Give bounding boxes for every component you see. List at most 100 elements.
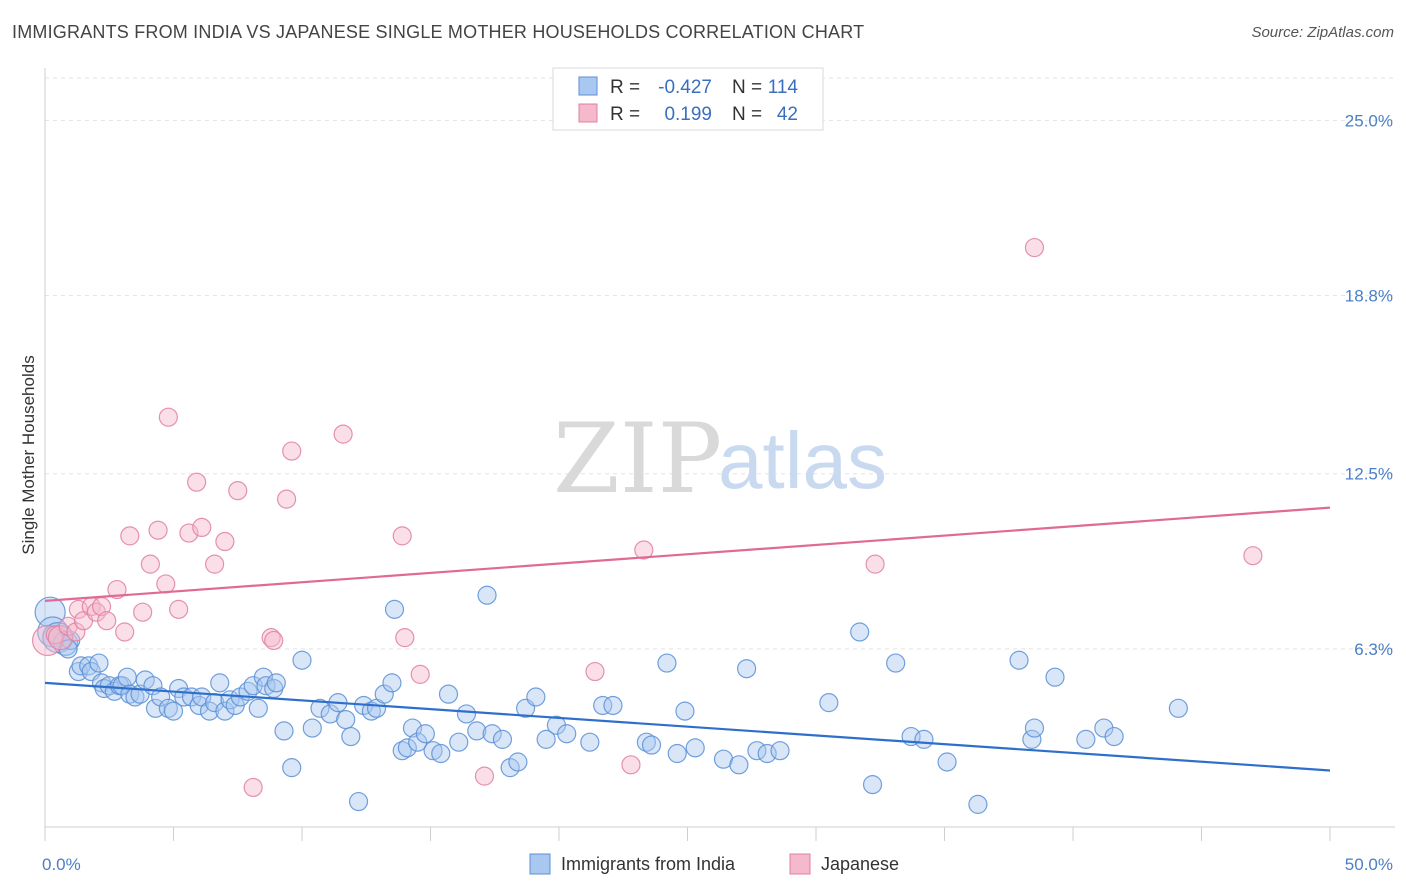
japanese-point bbox=[120, 526, 140, 546]
india-point bbox=[968, 794, 988, 814]
legend-box bbox=[552, 67, 824, 131]
grid-lines bbox=[45, 77, 1395, 650]
india-point bbox=[336, 709, 356, 730]
japanese-point bbox=[158, 407, 178, 427]
india-point bbox=[685, 738, 705, 758]
india-point bbox=[482, 724, 502, 744]
x-tick-labels: 0.0% 50.0% bbox=[42, 855, 1393, 874]
india-point bbox=[1076, 729, 1096, 749]
legend-n-value-india: 114 bbox=[768, 77, 799, 98]
japanese-point bbox=[133, 602, 153, 622]
india-point bbox=[392, 741, 412, 761]
india-point bbox=[449, 732, 469, 752]
bottom-legend-swatch-india bbox=[529, 853, 551, 875]
india-point bbox=[770, 741, 790, 761]
india-point bbox=[636, 732, 656, 752]
legend-r-label-india: R = bbox=[610, 77, 640, 98]
japanese-point bbox=[215, 531, 235, 552]
india-point bbox=[215, 701, 235, 721]
watermark-zip: ZIP bbox=[553, 403, 722, 515]
india-point bbox=[886, 653, 906, 673]
india-point bbox=[850, 622, 870, 642]
india-point bbox=[1104, 726, 1124, 747]
trend-line-india bbox=[44, 681, 1331, 772]
india-point bbox=[374, 684, 394, 704]
trend-line-japanese bbox=[44, 506, 1331, 602]
japanese-point bbox=[865, 554, 885, 574]
correlation-legend: R = -0.427 N = 114 R = 0.199 N = 42 bbox=[552, 67, 824, 131]
india-point bbox=[1168, 698, 1188, 718]
india-point bbox=[210, 673, 230, 693]
india-point bbox=[415, 724, 435, 744]
japanese-point bbox=[333, 424, 353, 444]
india-point bbox=[151, 687, 171, 707]
x-tick-label-min: 0.0% bbox=[42, 855, 81, 874]
series-japanese-points bbox=[31, 237, 1263, 798]
india-point bbox=[348, 791, 369, 812]
india-point bbox=[914, 729, 934, 749]
x-tick-label-max: 50.0% bbox=[1345, 855, 1393, 874]
legend-swatch-india bbox=[578, 76, 598, 96]
legend-n-label-japanese: N = bbox=[732, 104, 762, 125]
japanese-point bbox=[192, 517, 212, 538]
japanese-point bbox=[115, 622, 135, 642]
india-point bbox=[492, 729, 513, 749]
japanese-point bbox=[228, 481, 248, 501]
bottom-legend-label-japanese: Japanese bbox=[821, 854, 899, 874]
india-point bbox=[266, 673, 286, 693]
india-point bbox=[302, 718, 322, 738]
india-point bbox=[438, 684, 459, 704]
india-point bbox=[431, 743, 451, 764]
watermark-atlas: atlas bbox=[718, 416, 887, 505]
japanese-point bbox=[156, 574, 176, 594]
india-point bbox=[456, 704, 477, 724]
legend-n-value-japanese: 42 bbox=[777, 104, 798, 125]
series-india-points bbox=[34, 585, 1188, 814]
legend-r-value-japanese: 0.199 bbox=[664, 104, 712, 125]
india-point bbox=[1009, 650, 1029, 670]
india-point bbox=[675, 701, 695, 721]
india-point bbox=[477, 585, 497, 605]
japanese-point bbox=[97, 611, 117, 631]
y-tick-label: 6.3% bbox=[1354, 640, 1393, 659]
india-point bbox=[384, 599, 405, 619]
watermark: ZIP atlas bbox=[553, 403, 887, 515]
japanese-point bbox=[66, 622, 86, 642]
india-point bbox=[657, 653, 677, 673]
japanese-point bbox=[1243, 546, 1263, 566]
india-point bbox=[341, 726, 361, 747]
japanese-point bbox=[276, 489, 297, 509]
india-point bbox=[526, 687, 546, 707]
y-axis-label: Single Mother Households bbox=[19, 355, 38, 554]
japanese-point bbox=[169, 599, 189, 619]
axes bbox=[44, 68, 1395, 841]
india-point bbox=[536, 729, 556, 749]
india-point bbox=[508, 752, 528, 772]
india-point bbox=[819, 693, 839, 713]
japanese-point bbox=[621, 755, 641, 775]
japanese-point bbox=[261, 628, 281, 648]
japanese-point bbox=[392, 526, 412, 546]
india-point bbox=[593, 695, 613, 716]
india-point bbox=[248, 698, 268, 718]
japanese-point bbox=[205, 554, 225, 574]
japanese-point bbox=[264, 630, 284, 651]
india-point bbox=[641, 735, 662, 755]
india-point bbox=[274, 721, 294, 741]
india-point bbox=[423, 741, 443, 761]
y-tick-label: 12.5% bbox=[1345, 465, 1393, 484]
india-point bbox=[862, 775, 883, 795]
japanese-point bbox=[140, 554, 160, 574]
japanese-point bbox=[282, 441, 302, 461]
india-point bbox=[89, 653, 109, 673]
japanese-point bbox=[634, 540, 654, 560]
india-point bbox=[603, 695, 623, 716]
japanese-point bbox=[585, 661, 605, 682]
india-point bbox=[310, 698, 330, 718]
india-point bbox=[467, 721, 487, 741]
india-point bbox=[292, 650, 312, 670]
series-legend: Immigrants from India Japanese bbox=[529, 853, 899, 875]
india-point bbox=[361, 701, 381, 721]
india-point bbox=[397, 738, 417, 758]
india-point bbox=[158, 698, 178, 718]
